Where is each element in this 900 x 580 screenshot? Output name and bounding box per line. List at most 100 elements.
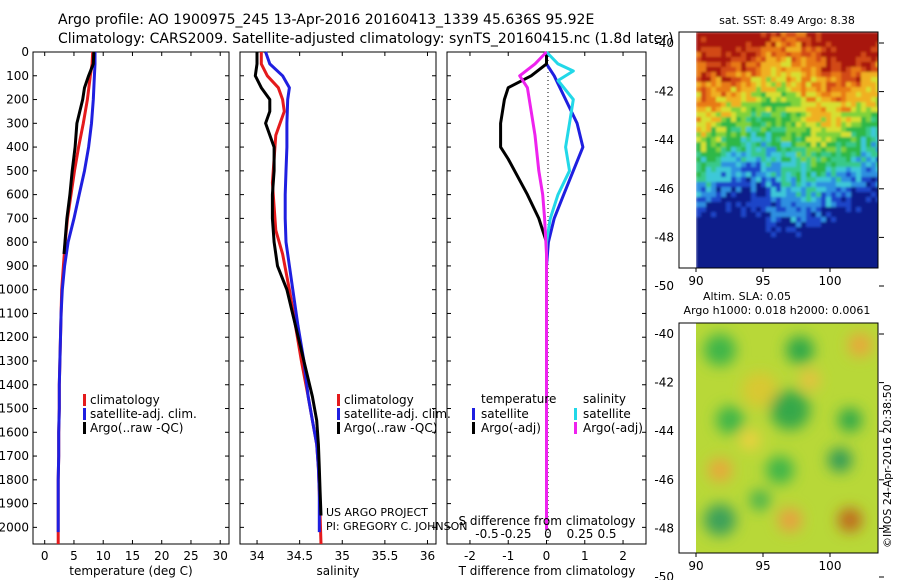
x-tick-label: 10 — [96, 549, 111, 563]
project-label: US ARGO PROJECT — [326, 506, 428, 519]
salinity-lines — [253, 51, 323, 545]
s-tick-label: 0.5 — [597, 527, 616, 541]
depth-tick-label: 1000 — [0, 283, 29, 297]
s-difference-label: S difference from climatology — [459, 514, 636, 528]
salinity-axes — [239, 51, 437, 545]
depth-tick-label: 400 — [6, 140, 29, 154]
depth-tick-label: 600 — [6, 188, 29, 202]
sst-lat-ticks: -40 -42 -44 -46 -48 -50 — [654, 36, 884, 293]
sst-lon-ticks: 90 95 100 — [688, 268, 841, 288]
depth-tick-label: 1700 — [0, 449, 29, 463]
s-tick-label: 0 — [544, 527, 552, 541]
s-tick-label: -0.25 — [500, 527, 531, 541]
difference-panel: -2 -1 0 1 2 temperature salinity satellite A… — [446, 50, 647, 578]
sla-map-title-1: Altim. SLA: 0.05 — [703, 290, 791, 303]
salinity-legend: climatology satellite-adj. clim. Argo(..… — [337, 393, 451, 435]
lat-tick-label: -42 — [654, 376, 674, 390]
s-difference-ticks: -0.5 -0.25 0 0.25 0.5 — [475, 527, 616, 541]
x-tick-label: 5 — [70, 549, 78, 563]
salinity-depth-ticks — [240, 51, 436, 528]
x-tick-label: 2 — [619, 549, 627, 563]
legend-title-salinity: salinity — [583, 392, 626, 406]
legend-swatch-argo — [337, 422, 340, 434]
depth-tick-label: 700 — [6, 211, 29, 225]
depth-tick-label: 300 — [6, 116, 29, 130]
x-tick-label: 34.5 — [286, 549, 313, 563]
lat-tick-label: -40 — [654, 36, 674, 50]
legend-label-s-satellite: satellite — [583, 407, 631, 421]
sst-map-title: sat. SST: 8.49 Argo: 8.38 — [719, 14, 855, 27]
series-line-satellite-adj-clim- — [56, 52, 97, 533]
x-tick-label: 25 — [183, 549, 198, 563]
legend-label-argo: Argo(..raw -QC) — [344, 421, 437, 435]
lon-tick-label: 95 — [755, 274, 770, 288]
sst-map-panel: sat. SST: 8.49 Argo: 8.38 -40-42-44-46-4… — [654, 14, 884, 293]
legend-swatch-s-satellite — [574, 408, 577, 420]
legend-swatch-s-argo — [574, 422, 577, 434]
depth-tick-label: 0 — [21, 45, 29, 59]
lat-tick-label: -42 — [654, 85, 674, 99]
depth-tick-label: 1900 — [0, 497, 29, 511]
x-tick-label: 0 — [543, 549, 551, 563]
pi-label: PI: GREGORY C. JOHNSON — [326, 520, 467, 533]
x-tick-label: -2 — [464, 549, 476, 563]
x-tick-label: 0 — [41, 549, 49, 563]
depth-tick-label: 1800 — [0, 473, 29, 487]
x-tick-label: 30 — [213, 549, 228, 563]
series-line-satellite — [545, 50, 575, 530]
lat-tick-label: -50 — [654, 570, 674, 580]
legend-label-s-argo: Argo(-adj) — [583, 421, 643, 435]
x-tick-label: 15 — [125, 549, 140, 563]
sla-lat-ticks: -40 -42 -44 -46 -48 -50 — [654, 327, 884, 580]
x-tick-label: 20 — [154, 549, 169, 563]
lon-tick-label: 90 — [688, 559, 703, 573]
lat-tick-label: -44 — [654, 424, 674, 438]
legend-swatch-climatology — [83, 394, 86, 406]
lat-tick-label: -50 — [654, 279, 674, 293]
temperature-lines — [56, 51, 97, 544]
series-line-climatology — [259, 52, 323, 545]
depth-tick-label: 1200 — [0, 330, 29, 344]
depth-tick-label: 200 — [6, 93, 29, 107]
depth-ticks: 0 100 200 300 400 500 600 700 800 900 1000 1100 1200… — [0, 45, 229, 534]
sla-map-frame — [678, 322, 879, 554]
temperature-legend: climatology satellite-adj. clim. Argo(..… — [83, 393, 197, 435]
depth-tick-label: 900 — [6, 259, 29, 273]
legend-label-satellite: satellite-adj. clim. — [90, 407, 197, 421]
depth-tick-label: 1400 — [0, 378, 29, 392]
depth-tick-label: 1600 — [0, 425, 29, 439]
lat-tick-label: -46 — [654, 182, 674, 196]
lon-tick-label: 95 — [755, 559, 770, 573]
salinity-xlabel: salinity — [316, 564, 359, 578]
x-tick-label: 34 — [249, 549, 264, 563]
legend-label-t-argo: Argo(-adj) — [481, 421, 541, 435]
legend-label-t-satellite: satellite — [481, 407, 529, 421]
temperature-xlabel: temperature (deg C) — [69, 564, 192, 578]
depth-tick-label: 100 — [6, 69, 29, 83]
depth-tick-label: 2000 — [0, 520, 29, 534]
x-tick-label: 35.5 — [372, 549, 399, 563]
temperature-axes — [32, 51, 230, 545]
sst-map — [696, 32, 878, 268]
series-line-argo-adj- — [518, 50, 548, 530]
legend-swatch-climatology — [337, 394, 340, 406]
salinity-ticks: 34 34.5 35 35.5 36 — [249, 52, 435, 563]
t-difference-label: T difference from climatology — [458, 564, 636, 578]
temperature-ticks: 0 5 10 15 20 25 30 — [41, 52, 228, 563]
x-tick-label: -1 — [502, 549, 514, 563]
legend-swatch-satellite — [337, 408, 340, 420]
legend-swatch-t-satellite — [472, 408, 475, 420]
difference-lines — [499, 50, 585, 530]
x-tick-label: 35 — [335, 549, 350, 563]
difference-depth-ticks — [447, 51, 646, 528]
legend-title-temperature: temperature — [481, 392, 556, 406]
legend-swatch-t-argo — [472, 422, 475, 434]
lat-tick-label: -44 — [654, 133, 674, 147]
lat-tick-label: -48 — [654, 230, 674, 244]
depth-tick-label: 1500 — [0, 402, 29, 416]
sla-map — [696, 323, 878, 553]
series-line-satellite — [545, 52, 585, 530]
series-line-argo-raw-qc- — [253, 52, 323, 516]
legend-label-climatology: climatology — [344, 393, 414, 407]
depth-tick-label: 1300 — [0, 354, 29, 368]
